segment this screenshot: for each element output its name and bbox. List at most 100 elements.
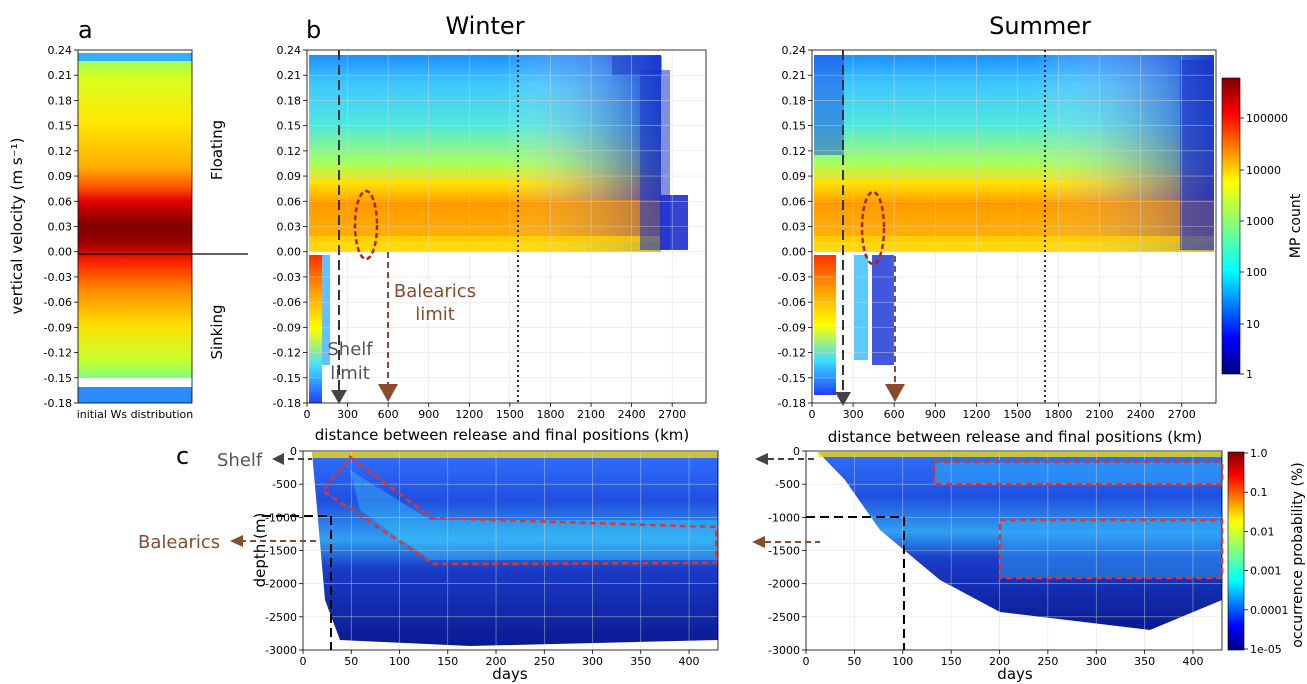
panel-a-ytick: -0.12 (44, 347, 72, 360)
summer-c-xlabel: days (997, 665, 1033, 683)
panel-a-ytick: -0.09 (44, 321, 72, 334)
winter-b-xtick: 300 (337, 408, 358, 421)
summer-b-xtick: 600 (884, 408, 905, 421)
sinking-label: Sinking (208, 304, 226, 359)
panel-b-winter: b Winter 0.24 0.21 0.18 0.15 0.12 0.09 0.06 0.0… (273, 12, 707, 444)
summer-b-ytick: 0.06 (782, 195, 807, 208)
summer-c-xtick: 150 (941, 655, 962, 668)
summer-b-xtick: 1500 (1003, 408, 1031, 421)
panel-a-ytick: 0.00 (48, 246, 73, 259)
winter-c-highlight-region (321, 455, 718, 566)
probability-colorbar-tick: 0.1 (1250, 486, 1268, 499)
ws-bottom-band (78, 387, 192, 403)
winter-c-ytick: -1000 (265, 511, 297, 524)
winter-c-xtick: 350 (630, 655, 651, 668)
winter-b-xtick: 2100 (577, 408, 605, 421)
panel-a-ytick: -0.15 (44, 372, 72, 385)
summer-c-xtick: 0 (803, 655, 810, 668)
winter-c-xtick: 200 (486, 655, 507, 668)
summer-shelf-arrow (835, 392, 851, 406)
winter-b-ytick: -0.18 (273, 397, 301, 410)
panel-a: a 0.24 0.21 0.18 0.15 0.12 0.09 0.06 0.03 0.00 -0… (8, 16, 248, 421)
summer-c-ytick: -2000 (768, 578, 800, 591)
summer-c-ytick: -1500 (768, 545, 800, 558)
summer-c-xtick: 400 (1182, 655, 1203, 668)
floating-label: Floating (208, 120, 226, 180)
summer-balearics-arrow (885, 384, 905, 402)
winter-b-ytick: 0.00 (277, 246, 302, 259)
winter-highlight-ellipse (353, 189, 379, 261)
balearics-limit-label-line1: Balearics (394, 281, 476, 302)
winter-c-xtick: 400 (679, 655, 700, 668)
shelf-limit-label-line2: limit (330, 363, 370, 384)
winter-c-ytick: -2500 (265, 611, 297, 624)
summer-b-ytick: -0.03 (778, 271, 806, 284)
panel-a-yticks: 0.24 0.21 0.18 0.15 0.12 0.09 0.06 0.03 0.00 -0.0… (44, 44, 78, 410)
summer-c-highlight-lower (998, 518, 1224, 580)
winter-c-xlabel: days (492, 665, 528, 683)
summer-title: Summer (989, 12, 1091, 40)
winter-b-ytick: -0.09 (273, 321, 301, 334)
summer-b-ytick: 0.03 (782, 221, 807, 234)
summer-b-ytick: 0.15 (782, 120, 807, 133)
winter-sinking-density (309, 255, 322, 403)
probability-label: occurrence probability (%) (1290, 462, 1306, 647)
summer-b-ytick: 0.12 (782, 145, 807, 158)
winter-c-xtick: 50 (344, 655, 358, 668)
panel-b-summer: Summer 0.240.210.180.150.120.090.060.030… (778, 12, 1304, 446)
mp-count-colorbar-tick: 1 (1246, 368, 1253, 381)
summer-b-ytick: 0.24 (782, 44, 807, 57)
winter-c-ytick: -2000 (265, 578, 297, 591)
winter-b-xtick: 2700 (658, 408, 686, 421)
summer-b-ytick: -0.09 (778, 321, 806, 334)
winter-c-ytick: -3000 (265, 644, 297, 657)
probability-colorbar-tick: 0.0001 (1250, 604, 1289, 617)
panel-a-ytick: 0.15 (48, 120, 73, 133)
panel-a-ytick: 0.03 (48, 221, 73, 234)
summer-b-xtick: 2700 (1168, 408, 1196, 421)
winter-b-ytick: 0.09 (277, 170, 302, 183)
winter-b-xtick: 1200 (455, 408, 483, 421)
summer-b-ytick: -0.18 (778, 397, 806, 410)
summer-b-xtick: 0 (809, 408, 816, 421)
mp-count-colorbar-ticks: 100000 10000 1000 100 10 1 (1240, 112, 1288, 381)
winter-c-xtick: 150 (437, 655, 458, 668)
winter-b-xtick: 600 (378, 408, 399, 421)
winter-b-ytick: -0.15 (273, 372, 301, 385)
winter-b-ticks: 0.24 0.21 0.18 0.15 0.12 0.09 0.06 0.03 0.00 -0.0… (273, 44, 687, 421)
panel-a-ytick: 0.09 (48, 170, 73, 183)
summer-b-ytick: -0.12 (778, 347, 806, 360)
winter-b-xtick: 1500 (496, 408, 524, 421)
summer-c-shelf-arrow (755, 453, 768, 465)
winter-b-xtick: 1800 (536, 408, 564, 421)
winter-c-ytick: -500 (272, 478, 297, 491)
summer-c-balearics-arrow (752, 536, 765, 548)
winter-b-xtick: 2400 (618, 408, 646, 421)
summer-depth-density (818, 452, 1222, 630)
summer-c-ytick: -3000 (768, 644, 800, 657)
panel-a-ytick: 0.24 (48, 44, 73, 57)
summer-b-xtick: 2400 (1127, 408, 1155, 421)
winter-b-ytick: -0.03 (273, 271, 301, 284)
panel-a-ylabel: vertical velocity (m s⁻¹) (8, 138, 26, 315)
mp-count-colorbar-tick: 1000 (1246, 215, 1274, 228)
summer-c-ytick: -1000 (768, 511, 800, 524)
summer-b-xtick: 1800 (1045, 408, 1073, 421)
winter-c-xtick: 250 (534, 655, 555, 668)
winter-b-ytick: 0.15 (277, 120, 302, 133)
summer-b-xtick: 1200 (962, 408, 990, 421)
probability-colorbar-tick: 0.001 (1250, 565, 1282, 578)
winter-b-ytick: 0.18 (277, 94, 302, 107)
mp-count-label: MP count (1288, 193, 1304, 258)
panel-a-ytick: -0.06 (44, 296, 72, 309)
summer-c-xtick: 200 (989, 655, 1010, 668)
balearics-limit-label-line2: limit (415, 304, 455, 325)
winter-c-xtick: 0 (300, 655, 307, 668)
winter-depth-density (312, 452, 718, 646)
summer-c-ytick: -500 (775, 478, 800, 491)
panel-a-ytick: 0.06 (48, 195, 73, 208)
